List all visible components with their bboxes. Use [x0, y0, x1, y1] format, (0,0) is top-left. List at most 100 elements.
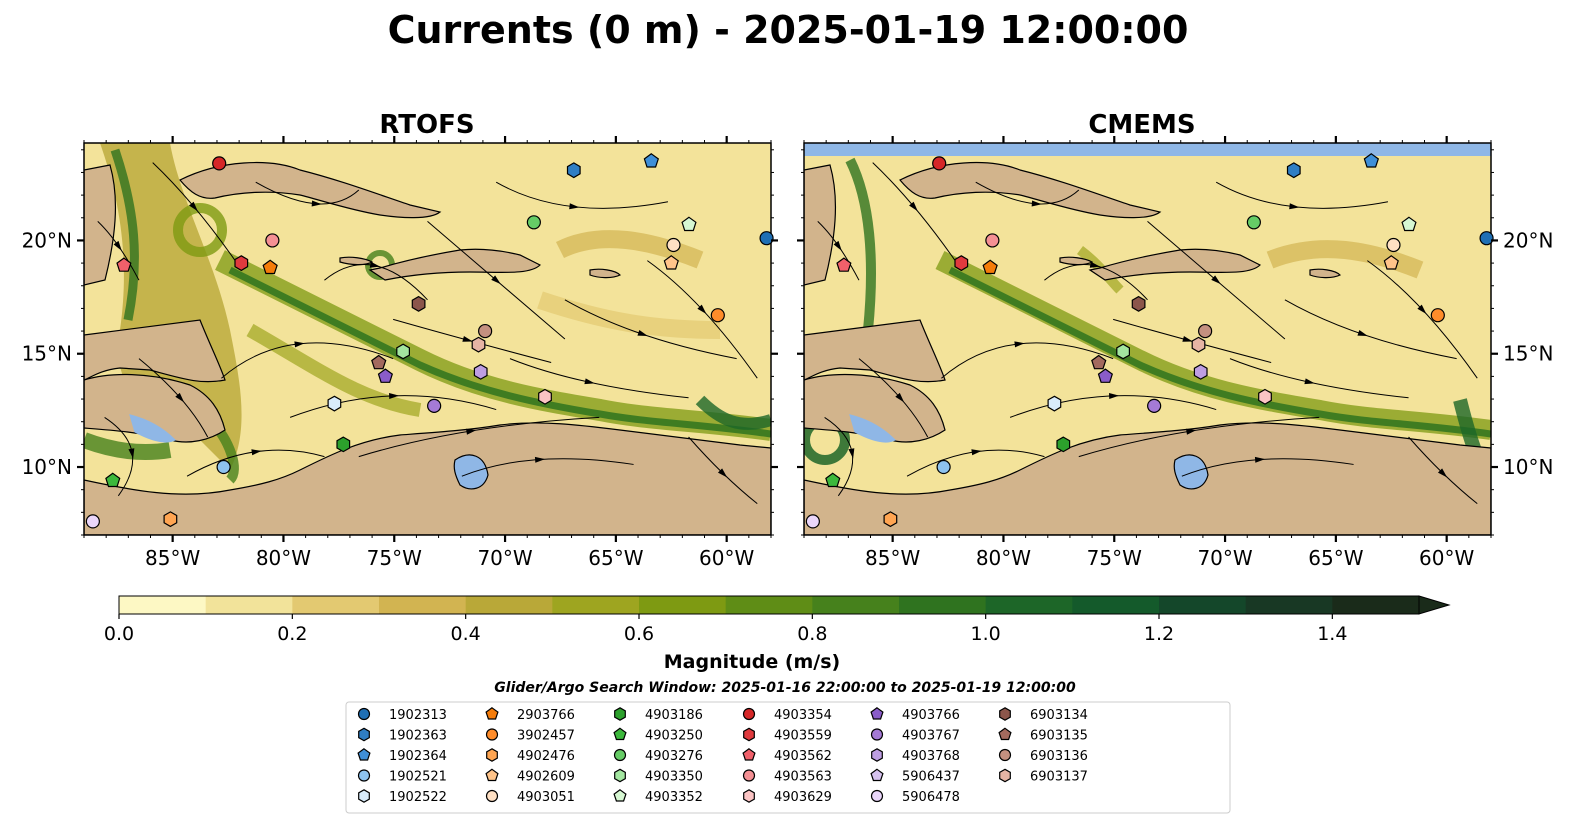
streamline-arrow	[1357, 329, 1368, 337]
colorbar-segment	[1245, 596, 1333, 614]
streamline-arrow	[1211, 275, 1221, 285]
platform-marker-6903137	[1191, 336, 1206, 353]
streamline-arrow	[369, 261, 381, 268]
streamline-arrow	[175, 392, 185, 403]
colorbar-outline	[118, 595, 1420, 615]
legend-label: 4903766	[902, 708, 960, 723]
legend-label: 1902521	[389, 770, 447, 785]
colorbar-segment	[292, 596, 380, 614]
platform-marker-1902313	[1479, 231, 1494, 246]
legend-marker-1902313	[357, 707, 371, 721]
platform-marker-4903276	[1246, 215, 1261, 230]
legend-label: 1902364	[389, 749, 447, 764]
platform-marker-1902364	[1363, 153, 1380, 168]
streamline-arrow	[717, 468, 728, 478]
platform-marker-4903350	[396, 343, 410, 360]
colorbar-tick-label: 0.2	[277, 623, 307, 645]
colorbar: 0.0 0.2 0.4 0.6 0.8 1.0 1.2 1.4	[104, 595, 1451, 645]
legend-marker-6903137	[999, 768, 1011, 783]
lon-tick-label: 65°W	[588, 546, 643, 570]
streamline-arrow	[1109, 393, 1120, 399]
platform-marker-6903134	[1131, 295, 1146, 312]
legend-label: 4903250	[645, 729, 703, 744]
colorbar-label: Magnitude (m/s)	[664, 651, 841, 673]
platform-marker-3902457	[710, 308, 725, 323]
legend-label: 4903186	[645, 708, 703, 723]
platform-marker-1902363	[566, 162, 581, 179]
streamline-arrow	[637, 329, 648, 337]
legend-label: 4903629	[774, 790, 832, 805]
platform-marker-4902609	[1383, 255, 1399, 270]
platform-marker-1902521	[216, 459, 231, 475]
legend-label: 6903135	[1030, 729, 1088, 744]
lon-tick-label: 80°W	[256, 546, 311, 570]
legend-label: 5906437	[902, 770, 960, 785]
platform-marker-4903767	[1147, 398, 1162, 413]
legend-marker-4903767	[870, 728, 884, 741]
lon-tick-label: 70°W	[477, 546, 532, 570]
streamline-arrow	[189, 201, 198, 212]
legend-marker-4903766	[870, 707, 884, 720]
platform-marker-4903354	[932, 156, 947, 171]
streamline-arrow	[833, 240, 842, 251]
legend-label: 4903051	[517, 790, 575, 805]
legend-marker-4903276	[613, 748, 627, 762]
axis-ticks-cmems: 85°W 80°W 75°W 70°W 65°W 60°W 20°N 15°N 10°N	[797, 136, 1553, 570]
platform-marker-4903629	[1258, 388, 1272, 405]
lat-tick-label: 20°N	[1503, 228, 1553, 252]
legend-marker-1902364	[357, 748, 371, 761]
legend-label: 4903352	[645, 790, 703, 805]
lat-tick-label: 10°N	[1503, 455, 1553, 479]
legend-marker-1902521	[357, 769, 371, 782]
land-rtofs	[84, 161, 771, 535]
legend-label: 1902313	[389, 708, 447, 723]
legend-label: 3902457	[517, 729, 575, 744]
platform-marker-5906478	[85, 514, 100, 529]
colorbar-segment	[812, 596, 900, 614]
platform-marker-6903136	[478, 323, 493, 339]
lat-tick-label: 10°N	[22, 455, 72, 479]
platform-marker-4903767	[427, 398, 442, 413]
legend-label: 4902476	[517, 749, 575, 764]
legend-marker-6903134	[999, 707, 1011, 721]
legend-label: 4903559	[774, 729, 832, 744]
lon-tick-label: 65°W	[1308, 546, 1363, 570]
legend-label: 4902609	[517, 770, 575, 785]
streamline-arrow	[569, 203, 580, 210]
colorbar-segment	[725, 596, 813, 614]
map-title-cmems: CMEMS	[1088, 110, 1195, 140]
lon-tick-label: 60°W	[699, 546, 754, 570]
streamline-arrow	[1186, 428, 1197, 435]
platform-marker-4903352	[1401, 216, 1417, 232]
platform-marker-4903250	[105, 472, 121, 488]
platform-marker-1902522	[327, 395, 342, 412]
legend-marker-4903354	[742, 707, 756, 721]
platform-marker-4903250	[825, 472, 841, 488]
legend-label: 4903563	[774, 770, 832, 785]
platform-marker-4903186	[336, 436, 351, 453]
streamline-arrow	[697, 304, 707, 314]
platform-marker-4903629	[538, 388, 552, 405]
colorbar-tick-label: 0.8	[797, 623, 827, 645]
legend-marker-4903186	[614, 707, 626, 721]
platform-marker-4902609	[663, 255, 679, 270]
platform-marker-4903768	[473, 363, 488, 380]
platform-marker-4903559	[234, 255, 249, 272]
legend-label: 4903350	[645, 770, 703, 785]
legend-marker-6903135	[998, 727, 1012, 741]
colorbar-extend-arrow	[1418, 595, 1451, 615]
colorbar-tick-label: 0.0	[104, 623, 134, 645]
streamline-arrow	[909, 201, 918, 212]
platform-marker-4903051	[666, 237, 681, 253]
platform-marker-4903563	[265, 233, 280, 248]
colorbar-segment	[205, 596, 293, 614]
platform-marker-4903562	[836, 257, 852, 272]
legend-label: 4903276	[645, 749, 703, 764]
legend-label: 4903768	[902, 749, 960, 764]
legend-label: 6903134	[1030, 708, 1088, 723]
streamline-arrow	[389, 393, 400, 399]
colorbar-segment	[119, 596, 207, 614]
colorbar-segment	[465, 596, 553, 614]
streamline-arrow	[971, 449, 982, 456]
